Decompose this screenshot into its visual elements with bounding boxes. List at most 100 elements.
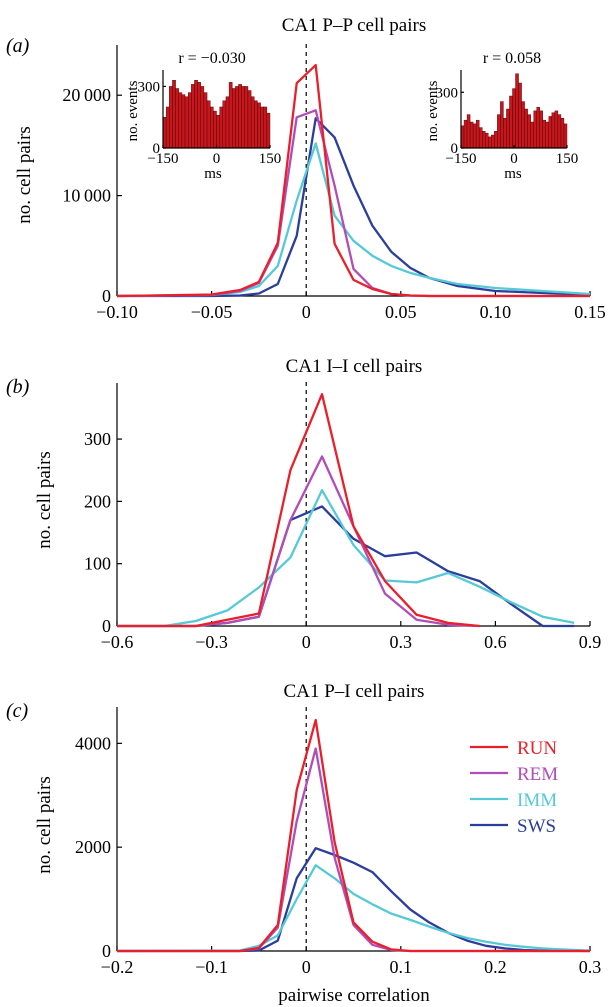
inset-right-xlabel: ms — [504, 166, 522, 182]
inset-right-bar — [475, 119, 480, 149]
inset-right-bar — [521, 101, 525, 149]
panel-b-x-tick-label: 0.3 — [390, 632, 413, 652]
inset-left-xlabel: ms — [204, 166, 222, 182]
inset-right-bar — [539, 110, 543, 149]
inset-left-bar — [238, 84, 242, 149]
panel-a-y-tick-label: 0 — [102, 286, 111, 306]
inset-right-bar — [545, 121, 550, 149]
inset-right-bar — [527, 114, 531, 149]
inset-left-bar — [222, 100, 227, 149]
panel-b-series-sws-line — [117, 505, 575, 628]
inset-left-ylabel: no. events — [125, 80, 141, 141]
inset-right-bar — [515, 73, 519, 149]
inset-left-bar — [210, 106, 214, 149]
panel-a-ylabel: no. cell pairs — [14, 126, 35, 224]
panel-b-label: (b) — [6, 376, 30, 398]
inset-left-x-tick-label: 150 — [259, 151, 282, 167]
legend: RUN REM IMM SWS — [470, 738, 558, 837]
inset-right-bar — [542, 119, 547, 149]
inset-left-bar — [235, 86, 239, 149]
inset-left-bar — [216, 114, 220, 149]
panel-b-y-tick-label: 300 — [84, 429, 111, 449]
inset-left-bar — [200, 86, 205, 149]
inset-left-bar — [172, 80, 176, 149]
inset-left-bar — [266, 112, 271, 149]
inset-right-bar — [551, 112, 556, 149]
inset-left-bar — [194, 80, 198, 149]
inset-right-bar — [491, 134, 495, 149]
panel-a-x-tick-label: 0.15 — [574, 302, 606, 322]
legend-imm-label: IMM — [517, 790, 557, 811]
inset-right-x-tick-label: 0 — [510, 151, 518, 167]
inset-left-bar — [181, 94, 186, 149]
panel-c-xlabel: pairwise correlation — [278, 985, 430, 1006]
inset-left-bar — [241, 86, 246, 149]
inset-right-bar — [466, 114, 471, 149]
inset-left-bar — [244, 86, 249, 149]
panel-c-y-tick-label: 4000 — [75, 733, 111, 753]
panel-b-y-tick-label: 200 — [84, 491, 111, 511]
inset-right-r-label: r = 0.058 — [483, 50, 541, 67]
inset-left-bar — [260, 106, 264, 149]
panel-a-x-tick-label: −0.05 — [191, 302, 233, 322]
inset-right-ylabel: no. events — [425, 80, 441, 141]
panel-c-series-sws-line — [117, 847, 591, 953]
panel-c-x-tick-label: −0.1 — [195, 957, 228, 977]
panel-a-x-tick-label: −0.10 — [96, 302, 138, 322]
panel-a-series-run-line — [116, 63, 590, 298]
panel-c: CA1 P–I cell pairs (c) no. cell pairs pa… — [6, 681, 601, 1006]
panel-c-x-tick-label: −0.2 — [101, 957, 134, 977]
panel-a-label: (a) — [6, 35, 30, 57]
inset-left-bar — [257, 102, 261, 149]
panel-b-series-imm-line — [117, 489, 575, 628]
inset-left-y-tick-label: 0 — [153, 141, 161, 157]
inset-left-bar — [225, 96, 230, 149]
inset-right-bar — [563, 123, 568, 149]
inset-right-y-tick-label: 0 — [451, 141, 459, 157]
inset-left-y-tick-label: 300 — [138, 79, 161, 95]
inset-left-bar — [254, 100, 258, 149]
panel-b-series-run-line — [117, 393, 480, 628]
inset-right-bar — [518, 82, 522, 149]
panel-b-y-tick-label: 100 — [84, 554, 111, 574]
inset-left-bar — [250, 96, 255, 149]
inset-left-bar — [213, 110, 217, 149]
inset-right-x-tick-label: −150 — [446, 151, 477, 167]
inset-left-bar — [228, 82, 233, 149]
inset-right-bar — [503, 118, 507, 149]
panel-a-x-tick-label: 0.05 — [385, 302, 417, 322]
inset-right-x-tick-label: 150 — [556, 151, 579, 167]
panel-c-series-imm-line — [116, 864, 591, 953]
inset-right-bar — [494, 131, 498, 149]
inset-left-bar — [191, 84, 195, 149]
inset-right-bar — [560, 118, 565, 149]
inset-right-bar — [472, 123, 477, 149]
panel-b-series-rem-line — [117, 455, 480, 628]
panel-a-marks: −0.10 −0.05 0 0.05 0.10 0.15 0 10 000 20 000 — [62, 43, 606, 322]
panel-c-x-tick-label: 0.3 — [579, 957, 602, 977]
panel-a-y-tick-label: 20 000 — [62, 85, 111, 105]
legend-sws-label: SWS — [517, 816, 556, 837]
panel-c-x-tick-label: 0.1 — [390, 957, 413, 977]
panel-b-x-tick-label: −0.6 — [101, 632, 134, 652]
inset-right-bar — [530, 121, 534, 149]
panel-b-marks: −0.6 −0.3 0 0.3 0.6 0.9 0 100 200 300 — [84, 381, 601, 652]
panel-a: CA1 P–P cell pairs (a) no. cell pairs −0… — [6, 15, 606, 322]
inset-left-bar — [169, 86, 173, 149]
inset-right-bar — [463, 119, 468, 149]
panel-c-ylabel: no. cell pairs — [34, 776, 55, 874]
panel-c-title: CA1 P–I cell pairs — [284, 681, 425, 702]
panel-c-y-tick-label: 0 — [102, 941, 111, 961]
inset-left-bar — [247, 90, 252, 149]
inset-right-bar — [482, 131, 486, 149]
inset-right-bar — [497, 114, 501, 149]
inset-left-bar — [197, 82, 201, 149]
inset-right-bar — [509, 95, 513, 149]
panel-b: CA1 I–I cell pairs (b) no. cell pairs −0… — [6, 356, 601, 652]
inset-right-bar — [506, 108, 510, 149]
